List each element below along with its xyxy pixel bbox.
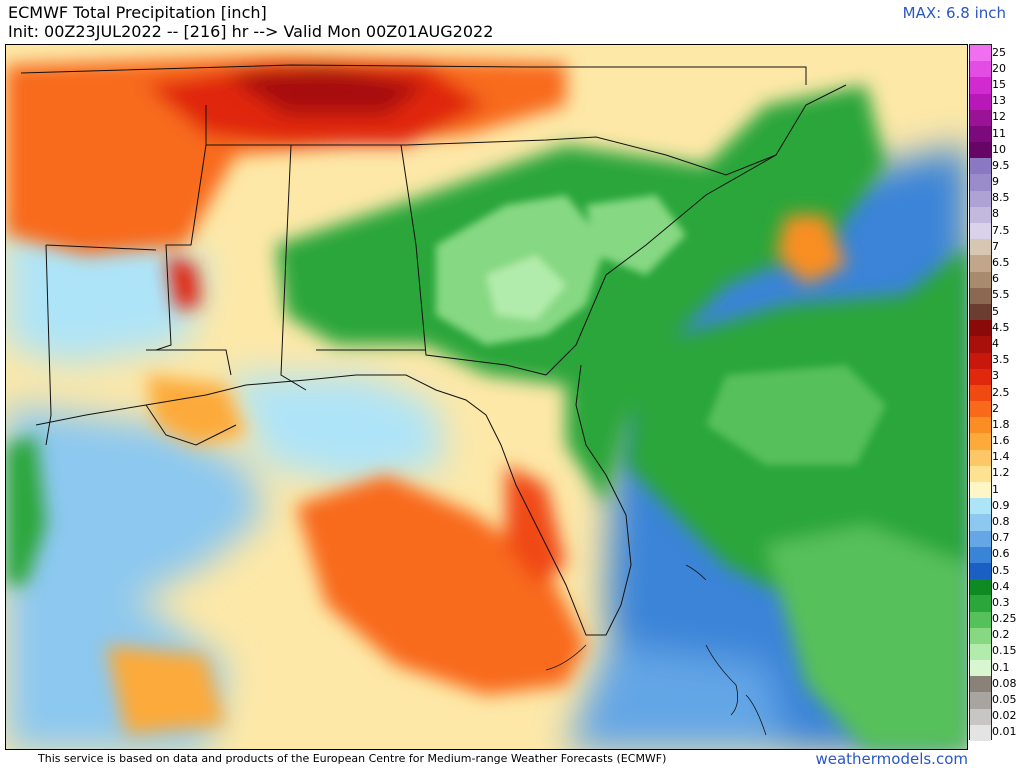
legend-swatch bbox=[970, 465, 991, 483]
legend-label: 15 bbox=[992, 77, 1006, 91]
legend-label: 4 bbox=[992, 336, 999, 350]
legend-label: 0.15 bbox=[992, 644, 1017, 658]
legend-swatch bbox=[970, 125, 991, 143]
legend-swatch bbox=[970, 320, 991, 337]
legend-label: 10 bbox=[992, 142, 1006, 156]
legend-label: 4.5 bbox=[992, 320, 1010, 334]
legend-swatch bbox=[970, 692, 991, 710]
legend-label: 0.05 bbox=[992, 693, 1017, 707]
legend-swatch bbox=[970, 562, 991, 580]
legend-swatch bbox=[970, 384, 991, 402]
legend-swatch bbox=[970, 287, 991, 305]
legend-swatch bbox=[970, 676, 991, 693]
legend-label: 0.02 bbox=[992, 709, 1017, 723]
brand-link[interactable]: weathermodels.com bbox=[815, 750, 968, 768]
legend-swatch bbox=[970, 303, 991, 321]
legend-label: 12 bbox=[992, 110, 1006, 124]
legend-label: 1.2 bbox=[992, 466, 1010, 480]
legend-swatch bbox=[970, 255, 991, 273]
legend-swatch bbox=[970, 514, 991, 532]
legend-swatch bbox=[970, 660, 991, 677]
legend-swatch bbox=[970, 142, 991, 159]
legend-label: 1.4 bbox=[992, 450, 1010, 464]
legend-swatch bbox=[970, 708, 991, 726]
legend-label: 0.25 bbox=[992, 612, 1017, 626]
legend-label: 3 bbox=[992, 369, 999, 383]
legend-label: 3.5 bbox=[992, 353, 1010, 367]
legend-label: 11 bbox=[992, 126, 1006, 140]
legend-swatch bbox=[970, 239, 991, 256]
legend-swatch bbox=[970, 643, 991, 661]
legend-swatch bbox=[970, 77, 991, 95]
legend-swatch bbox=[970, 352, 991, 370]
legend-label: 5 bbox=[992, 304, 999, 318]
legend-label: 1.6 bbox=[992, 434, 1010, 448]
legend-swatch bbox=[970, 401, 991, 418]
legend-label: 5.5 bbox=[992, 288, 1010, 302]
legend-label: 8 bbox=[992, 207, 999, 221]
legend-swatch bbox=[970, 174, 991, 192]
legend-swatch bbox=[970, 579, 991, 596]
legend-swatch bbox=[970, 449, 991, 467]
precipitation-legend bbox=[969, 44, 992, 742]
legend-label: 6.5 bbox=[992, 256, 1010, 269]
legend-label: 0.6 bbox=[992, 547, 1010, 561]
map-title: ECMWF Total Precipitation [inch] bbox=[8, 3, 267, 22]
legend-swatch bbox=[970, 595, 991, 612]
legend-swatch bbox=[970, 627, 991, 645]
legend-label: 9.5 bbox=[992, 158, 1010, 172]
legend-swatch bbox=[970, 190, 991, 208]
legend-label: 0.08 bbox=[992, 676, 1017, 690]
legend-label: 25 bbox=[992, 45, 1006, 59]
precipitation-map bbox=[5, 44, 968, 750]
legend-swatch bbox=[970, 223, 991, 240]
legend-label: 0.5 bbox=[992, 563, 1010, 577]
legend-label: 13 bbox=[992, 94, 1006, 108]
legend-label: 0.01 bbox=[992, 725, 1017, 739]
light-green-areas bbox=[436, 195, 886, 465]
legend-label: 20 bbox=[992, 61, 1006, 75]
legend-swatch bbox=[970, 530, 991, 548]
legend-label: 0.2 bbox=[992, 628, 1010, 642]
island-outlines bbox=[545, 564, 767, 736]
legend-swatch bbox=[970, 368, 991, 386]
legend-swatch bbox=[970, 61, 991, 78]
legend-label: 9 bbox=[992, 175, 999, 189]
max-value-label: MAX: 6.8 inch bbox=[902, 4, 1006, 22]
legend-label: 0.4 bbox=[992, 579, 1010, 593]
legend-swatch bbox=[970, 45, 991, 62]
legend-swatch bbox=[970, 724, 991, 742]
legend-swatch bbox=[970, 482, 991, 499]
data-credit: This service is based on data and produc… bbox=[38, 752, 667, 765]
legend-swatch bbox=[970, 433, 991, 451]
orange-red-areas bbox=[6, 55, 846, 735]
legend-swatch bbox=[970, 498, 991, 515]
legend-label: 2.5 bbox=[992, 385, 1010, 399]
legend-label: 1 bbox=[992, 482, 999, 496]
legend-label: 0.9 bbox=[992, 498, 1010, 512]
map-subtitle: Init: 00Z23JUL2022 -- [216] hr --> Valid… bbox=[8, 22, 494, 41]
legend-label: 2 bbox=[992, 401, 999, 415]
legend-swatch bbox=[970, 546, 991, 564]
legend-label: 0.3 bbox=[992, 595, 1010, 609]
legend-swatch bbox=[970, 93, 991, 111]
legend-label: 6 bbox=[992, 272, 999, 286]
legend-swatch bbox=[970, 158, 991, 175]
legend-swatch bbox=[970, 271, 991, 289]
legend-swatch bbox=[970, 109, 991, 127]
legend-label: 8.5 bbox=[992, 191, 1010, 205]
legend-swatch bbox=[970, 206, 991, 224]
legend-label: 7.5 bbox=[992, 223, 1010, 237]
map-borders bbox=[20, 64, 847, 636]
legend-label: 0.1 bbox=[992, 660, 1010, 674]
legend-label: 0.8 bbox=[992, 514, 1010, 528]
legend-label: 0.7 bbox=[992, 531, 1010, 545]
legend-label: 7 bbox=[992, 239, 999, 253]
legend-swatch bbox=[970, 336, 991, 354]
legend-swatch bbox=[970, 417, 991, 434]
legend-swatch bbox=[970, 611, 991, 629]
legend-label: 1.8 bbox=[992, 417, 1010, 431]
